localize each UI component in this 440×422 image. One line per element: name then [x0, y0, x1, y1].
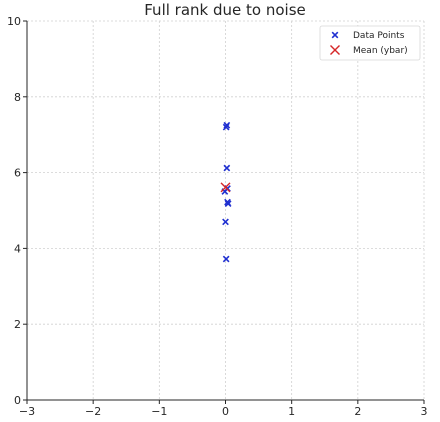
data-point	[224, 200, 232, 208]
marker-stroke	[221, 188, 229, 195]
data-point	[223, 121, 231, 129]
data-point	[223, 164, 231, 172]
marker-stroke	[220, 182, 231, 193]
legend-entry: Data Points	[331, 31, 405, 41]
mean-point	[220, 182, 231, 193]
legend-label: Data Points	[353, 31, 405, 41]
data-points	[220, 121, 232, 263]
x-tick-label: −1	[151, 405, 167, 418]
marker-stroke	[223, 121, 231, 129]
marker-stroke	[222, 218, 229, 226]
y-tick-label: 2	[14, 318, 21, 331]
x-tick-label: −3	[19, 405, 35, 418]
legend-entry: Mean (ybar)	[330, 45, 408, 56]
marker-stroke	[222, 123, 230, 131]
legend-marker	[331, 31, 339, 39]
legend-label: Mean (ybar)	[353, 46, 408, 56]
marker-stroke	[222, 255, 230, 263]
y-tick-label: 6	[14, 167, 21, 180]
marker-stroke	[224, 200, 232, 208]
x-tick-label: 0	[222, 405, 229, 418]
chart-title: Full rank due to noise	[144, 1, 305, 19]
legend: Data Points Mean (ybar)	[319, 25, 421, 61]
marker-stroke	[223, 164, 231, 172]
x-tick-label: 2	[354, 405, 361, 418]
y-tick-label: 4	[14, 242, 21, 255]
axes	[23, 20, 425, 404]
data-point	[222, 218, 229, 226]
y-tick-label: 8	[14, 91, 21, 104]
x-tick-label: 3	[421, 405, 428, 418]
legend-box	[319, 25, 421, 61]
legend-marker	[330, 45, 340, 55]
data-point	[222, 123, 230, 131]
grid-lines	[26, 20, 425, 401]
data-point	[222, 255, 230, 263]
tick-labels: −3 −2 −1 0 1 2 3 0 2 4 6 8 10	[7, 15, 428, 418]
y-tick-label: 0	[14, 394, 21, 407]
x-tick-label: −2	[85, 405, 101, 418]
x-tick-label: 1	[288, 405, 295, 418]
y-tick-label: 10	[7, 15, 21, 28]
